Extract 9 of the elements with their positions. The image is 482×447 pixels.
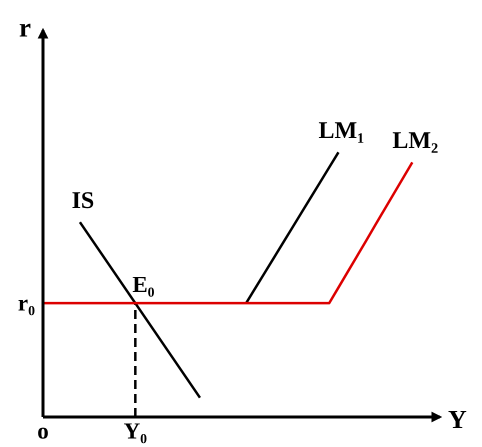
x-tick-label: o [37,418,49,444]
series-label: IS [72,188,94,214]
annotation: r₀ [18,290,35,316]
y-axis-title: r [19,12,31,42]
series-label: LM₂ [392,128,438,154]
x-tick-label: Y₀ [124,418,148,444]
series-label: LM₁ [318,118,364,144]
annotation: E₀ [132,272,155,298]
x-axis-title: Y [448,405,467,434]
